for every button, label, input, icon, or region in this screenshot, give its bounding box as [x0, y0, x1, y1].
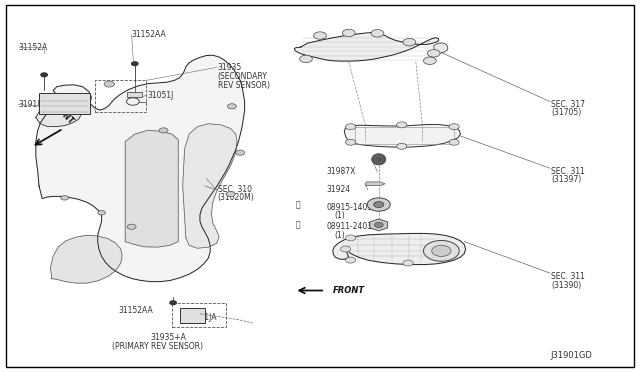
- Circle shape: [424, 57, 436, 64]
- Text: (SECONDARY: (SECONDARY: [218, 72, 268, 81]
- Circle shape: [226, 192, 235, 197]
- Circle shape: [371, 30, 384, 37]
- Circle shape: [374, 202, 384, 208]
- Circle shape: [367, 198, 390, 211]
- Text: (PRIMARY REV SENSOR): (PRIMARY REV SENSOR): [113, 341, 204, 350]
- Polygon shape: [36, 102, 81, 127]
- Text: (31705): (31705): [551, 108, 581, 117]
- Bar: [355, 127, 454, 144]
- Circle shape: [227, 104, 236, 109]
- Circle shape: [449, 124, 460, 130]
- Circle shape: [314, 32, 326, 39]
- Polygon shape: [182, 124, 237, 248]
- Circle shape: [127, 224, 136, 230]
- Text: 08915-1401A: 08915-1401A: [326, 203, 378, 212]
- Text: 31987X: 31987X: [326, 167, 356, 176]
- Circle shape: [403, 260, 413, 266]
- Polygon shape: [333, 234, 466, 264]
- Circle shape: [41, 73, 47, 77]
- Ellipse shape: [372, 154, 386, 165]
- Circle shape: [159, 128, 168, 133]
- FancyArrow shape: [366, 182, 385, 186]
- Circle shape: [98, 211, 106, 215]
- Circle shape: [397, 122, 407, 128]
- Text: 31051JA: 31051JA: [186, 313, 218, 322]
- Circle shape: [432, 245, 451, 256]
- Polygon shape: [125, 131, 178, 247]
- Bar: [39, 93, 90, 114]
- Text: Ⓦ: Ⓦ: [295, 200, 300, 209]
- Circle shape: [104, 81, 115, 87]
- Circle shape: [170, 301, 176, 305]
- Text: (31020M): (31020M): [218, 193, 255, 202]
- Text: SEC. 317: SEC. 317: [551, 100, 585, 109]
- Bar: [179, 308, 205, 323]
- Bar: [95, 80, 147, 112]
- Text: SEC. 310: SEC. 310: [218, 185, 252, 194]
- Circle shape: [340, 246, 351, 252]
- Text: (1): (1): [334, 231, 345, 240]
- Text: (31390): (31390): [551, 281, 581, 290]
- Circle shape: [424, 240, 460, 261]
- Circle shape: [449, 139, 460, 145]
- Text: 31924: 31924: [326, 185, 351, 194]
- Text: 31152AA: 31152AA: [132, 29, 166, 39]
- Text: FRONT: FRONT: [48, 99, 75, 127]
- Text: J31901GD: J31901GD: [550, 351, 592, 360]
- Circle shape: [346, 235, 356, 241]
- Text: SEC. 311: SEC. 311: [551, 272, 585, 281]
- Bar: [127, 92, 143, 97]
- Text: (31397): (31397): [551, 175, 581, 184]
- Text: REV SENSOR): REV SENSOR): [218, 81, 270, 90]
- Text: 31152A: 31152A: [19, 42, 48, 51]
- Circle shape: [236, 150, 244, 155]
- Text: 31935+A: 31935+A: [151, 333, 187, 342]
- Polygon shape: [294, 33, 439, 61]
- Text: 31918: 31918: [19, 100, 43, 109]
- Text: (1): (1): [334, 211, 345, 220]
- Circle shape: [346, 124, 356, 130]
- Circle shape: [403, 38, 416, 46]
- Text: 31152AA: 31152AA: [119, 306, 154, 315]
- Circle shape: [428, 49, 440, 57]
- Text: SEC. 311: SEC. 311: [551, 167, 585, 176]
- Text: FRONT: FRONT: [333, 286, 365, 295]
- Circle shape: [397, 143, 407, 149]
- Polygon shape: [36, 55, 244, 282]
- Circle shape: [346, 139, 356, 145]
- Bar: [172, 303, 226, 327]
- Polygon shape: [51, 235, 122, 283]
- Circle shape: [346, 257, 356, 263]
- Circle shape: [342, 29, 355, 37]
- Polygon shape: [434, 43, 448, 54]
- Text: 08911-2401A: 08911-2401A: [326, 222, 378, 231]
- Circle shape: [300, 55, 312, 62]
- Circle shape: [61, 196, 68, 200]
- Circle shape: [132, 62, 138, 65]
- Polygon shape: [344, 125, 461, 147]
- Circle shape: [374, 222, 383, 228]
- Text: 31935: 31935: [218, 63, 242, 72]
- Text: Ⓝ: Ⓝ: [295, 221, 300, 230]
- Text: 31051J: 31051J: [148, 91, 174, 100]
